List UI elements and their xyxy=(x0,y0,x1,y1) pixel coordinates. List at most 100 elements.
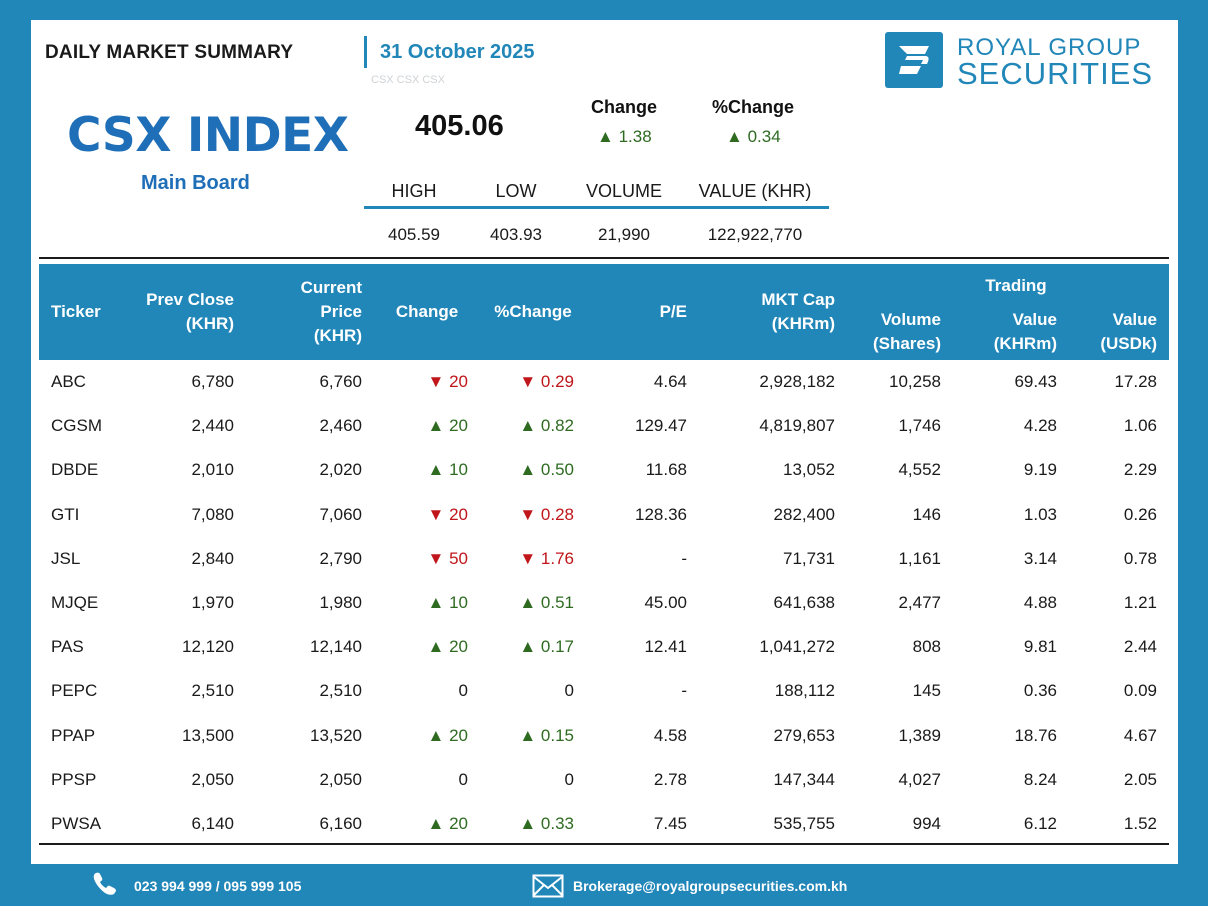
up-arrow-icon: ▲ xyxy=(519,460,541,480)
stocks-table: Ticker Prev Close (KHR) Current Price (KHR… xyxy=(39,264,1169,846)
cell-prev-close: 6,140 xyxy=(191,813,234,833)
cell-volume: 808 xyxy=(912,637,941,657)
cell-mkt-cap: 71,731 xyxy=(783,548,835,568)
cell-value-usd: 1.21 xyxy=(1123,593,1157,613)
table-header-row: Ticker Prev Close (KHR) Current Price (KHR… xyxy=(39,264,1169,360)
up-arrow-icon: ▲ xyxy=(519,637,541,657)
cell-change: ▼ 20 xyxy=(427,372,468,392)
col-ticker: Ticker xyxy=(39,264,127,360)
cell-current-price: 2,020 xyxy=(319,460,362,480)
up-arrow-icon: ▲ xyxy=(519,813,541,833)
cell-value-usd: 2.05 xyxy=(1123,769,1157,789)
table-row: MJQE 1,970 1,980 ▲ 10 ▲ 0.51 45.00 641,638 2,47… xyxy=(39,581,1169,625)
up-arrow-icon: ▲ xyxy=(519,593,541,613)
phone-number[interactable]: 023 994 999 / 095 999 105 xyxy=(134,878,302,894)
cell-mkt-cap: 279,653 xyxy=(773,725,835,745)
cell-current-price: 6,160 xyxy=(319,813,362,833)
table-row: PEPC 2,510 2,510 0 0 - 188,112 145 0.36 0.09 xyxy=(39,669,1169,713)
cell-volume: 4,552 xyxy=(898,460,941,480)
cell-volume: 1,161 xyxy=(898,548,941,568)
col-change: Change xyxy=(374,264,480,360)
cell-value-usd: 0.09 xyxy=(1123,681,1157,701)
cell-pct-change: ▼ 0.28 xyxy=(519,504,574,524)
cell-current-price: 6,760 xyxy=(319,372,362,392)
cell-pct-change: ▼ 1.76 xyxy=(519,548,574,568)
table-row: PPSP 2,050 2,050 0 0 2.78 147,344 4,027 8.24 2.05 xyxy=(39,758,1169,802)
cell-ticker: PPAP xyxy=(51,725,96,745)
cell-prev-close: 2,050 xyxy=(191,769,234,789)
cell-ticker: PPSP xyxy=(51,769,97,789)
cell-current-price: 2,050 xyxy=(319,769,362,789)
cell-current-price: 2,510 xyxy=(319,681,362,701)
table-bottom-rule xyxy=(39,843,1169,845)
table-row: PAS 12,120 12,140 ▲ 20 ▲ 0.17 12.41 1,041,272 8… xyxy=(39,625,1169,669)
cell-volume: 2,477 xyxy=(898,593,941,613)
cell-pe: 4.58 xyxy=(653,725,687,745)
table-row: GTI 7,080 7,060 ▼ 20 ▼ 0.28 128.36 282,400 146 1… xyxy=(39,493,1169,537)
cell-pe: - xyxy=(681,681,687,701)
royal-group-securities-logo: ROYAL GROUP SECURITIES xyxy=(885,32,1154,91)
cell-trading-value: 1.03 xyxy=(1023,504,1057,524)
index-pct-change-value: 0.34 xyxy=(747,127,781,146)
up-arrow-icon: ▲ xyxy=(427,593,450,613)
cell-pct-change: ▲ 0.51 xyxy=(519,593,574,613)
cell-value-usd: 0.78 xyxy=(1123,548,1157,568)
index-pct-change-label: %Change xyxy=(712,97,795,117)
cell-volume: 1,746 xyxy=(898,416,941,436)
col-prev-close: Prev Close (KHR) xyxy=(127,264,246,360)
cell-pe: 128.36 xyxy=(635,504,687,524)
cell-mkt-cap: 282,400 xyxy=(773,504,835,524)
cell-pe: - xyxy=(681,548,687,568)
table-top-rule xyxy=(39,257,1169,259)
cell-ticker: PEPC xyxy=(51,681,98,701)
index-change: ▲ 1.38 xyxy=(597,127,652,147)
up-arrow-icon: ▲ xyxy=(427,460,450,480)
cell-trading-value: 4.88 xyxy=(1023,593,1057,613)
cell-current-price: 7,060 xyxy=(319,504,362,524)
index-value: 405.06 xyxy=(415,110,504,142)
logo-line-2: SECURITIES xyxy=(957,56,1154,91)
down-arrow-icon: ▼ xyxy=(427,548,450,568)
table-body: ABC 6,780 6,760 ▼ 20 ▼ 0.29 4.64 2,928,182 10,2… xyxy=(39,360,1169,846)
cell-value-usd: 2.29 xyxy=(1123,460,1157,480)
cell-volume: 994 xyxy=(912,813,941,833)
cell-mkt-cap: 4,819,807 xyxy=(759,416,835,436)
cell-ticker: ABC xyxy=(51,372,86,392)
cell-current-price: 2,790 xyxy=(319,548,362,568)
contact-footer: 023 994 999 / 095 999 105 Brokerage@roya… xyxy=(0,864,1208,906)
report-title: DAILY MARKET SUMMARY xyxy=(45,42,294,63)
cell-prev-close: 13,500 xyxy=(182,725,234,745)
col-current-price: Current Price (KHR) xyxy=(246,264,374,360)
cell-value-usd: 1.52 xyxy=(1123,813,1157,833)
cell-pct-change: ▼ 0.29 xyxy=(519,372,574,392)
stat-value-volume: 21,990 xyxy=(598,225,650,244)
down-arrow-icon: ▼ xyxy=(519,372,541,392)
cell-trading-value: 4.28 xyxy=(1023,416,1057,436)
cell-change: ▲ 20 xyxy=(427,813,468,833)
cell-value-usd: 17.28 xyxy=(1114,372,1157,392)
cell-pct-change: ▲ 0.50 xyxy=(519,460,574,480)
cell-change: ▼ 20 xyxy=(427,504,468,524)
table-row: ABC 6,780 6,760 ▼ 20 ▼ 0.29 4.64 2,928,182 10,2… xyxy=(39,360,1169,404)
logo-mark-icon xyxy=(885,32,943,88)
email-address[interactable]: Brokerage@royalgroupsecurities.com.kh xyxy=(573,878,848,894)
up-arrow-icon: ▲ xyxy=(427,416,450,436)
cell-ticker: CGSM xyxy=(51,416,102,436)
logo-line-1: ROYAL GROUP xyxy=(957,34,1142,61)
index-change-value: 1.38 xyxy=(618,127,652,146)
cell-change: ▲ 20 xyxy=(427,416,468,436)
cell-prev-close: 2,010 xyxy=(191,460,234,480)
cell-mkt-cap: 147,344 xyxy=(773,769,835,789)
cell-pct-change: ▲ 0.15 xyxy=(519,725,574,745)
cell-prev-close: 2,840 xyxy=(191,548,234,568)
cell-pe: 7.45 xyxy=(653,813,687,833)
col-value-usd: Value (USDk) xyxy=(1069,264,1169,360)
stat-value-low: 403.93 xyxy=(490,225,542,244)
cell-ticker: DBDE xyxy=(51,460,99,480)
stat-header-volume: VOLUME xyxy=(585,181,663,201)
down-arrow-icon: ▼ xyxy=(427,372,450,392)
cell-volume: 10,258 xyxy=(889,372,941,392)
cell-prev-close: 6,780 xyxy=(191,372,234,392)
cell-change: ▲ 10 xyxy=(427,460,468,480)
col-mkt-cap: MKT Cap (KHRm) xyxy=(699,264,847,360)
